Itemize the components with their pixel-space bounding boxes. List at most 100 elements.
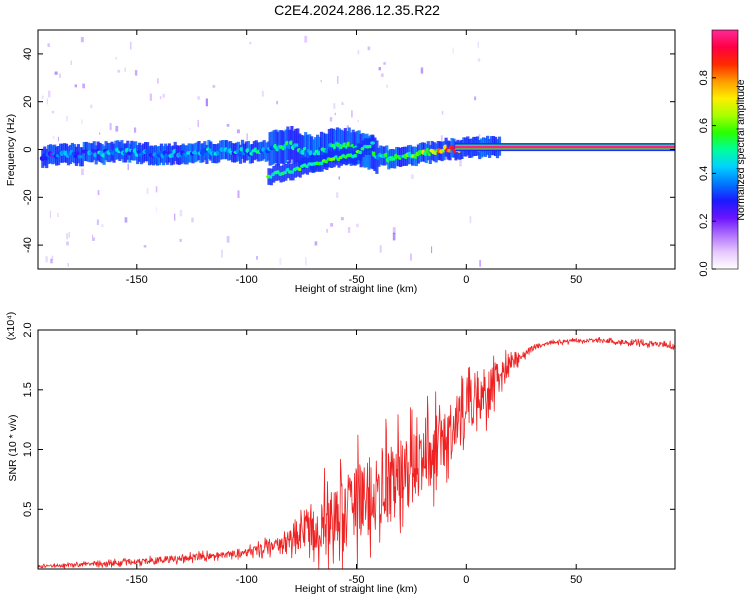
heatmap-speckle-cell [90,104,93,109]
heatmap-speckle-cell [276,100,278,105]
x-tick-label: -50 [349,274,365,286]
heatmap-speckle-cell [149,93,152,101]
heatmap-speckle-cell [117,69,121,73]
heatmap-speckle-cell [326,228,328,233]
heatmap-speckle-cell [143,245,147,248]
heatmap-speckle-cell [346,125,349,129]
heatmap-speckle-cell [197,96,200,100]
heatmap-speckle-cell [336,192,339,198]
heatmap-speckle-cell [57,136,59,142]
heatmap-speckle-cell [479,260,482,267]
heatmap-speckle-cell [127,163,129,170]
heatmap-speckle-cell [59,73,61,78]
heatmap-speckle-cell [392,232,396,241]
colorbar-tick-label: 0.6 [698,118,710,133]
heatmap-speckle-cell [237,190,240,198]
heatmap-speckle-cell [304,35,308,43]
heatmap-speckle-cell [256,256,258,260]
heatmap-speckle-cell [236,129,240,134]
heatmap-speckle-cell [52,135,55,140]
colorbar: 0.0 0.2 0.4 0.6 0.8 Normalized spectral ampl… [698,29,747,277]
heatmap-speckle-cell [57,212,59,217]
heatmap-speckle-cell [440,135,443,143]
heatmap-tone-core [455,145,675,149]
spectrogram-y-axis-label: Frequency (Hz) [5,114,17,186]
heatmap-speckle-cell [68,231,70,238]
heatmap-speckle-cell [420,67,424,74]
heatmap-speckle-cell [340,217,344,221]
heatmap-speckle-cell [379,245,382,253]
x-tick-label: -150 [126,574,148,586]
heatmap-speckle-cell [441,110,444,115]
colorbar-tick-label: 0.2 [698,214,710,229]
spectrogram-x-axis-label: Height of straight line (km) [295,283,418,295]
heatmap-speckle-cell [367,46,371,51]
x-tick-label: -100 [236,574,258,586]
y-tick-label: 0 [22,146,34,152]
colorbar-tick-label: 0.0 [698,261,710,276]
heatmap-speckle-cell [305,257,307,266]
heatmap-speckle-cell [82,83,85,89]
heatmap-speckle-cell [221,249,223,258]
heatmap-speckle-cell [70,60,72,65]
snr-x-axis-label: Height of straight line (km) [295,583,418,595]
heatmap-speckle-cell [48,90,51,98]
heatmap-speckle-cell [329,117,333,122]
heatmap-speckle-cell [51,110,54,114]
heatmap-speckle-cell [97,190,100,196]
heatmap-speckle-cell [101,224,104,228]
heatmap-speckle-cell [99,132,101,135]
heatmap-speckle-cell [191,217,194,223]
heatmap-speckle-cell [115,56,117,60]
heatmap-speckle-cell [383,62,386,65]
heatmap-speckle-cell [46,98,48,105]
heatmap-secondary-cell [370,141,375,145]
heatmap-speckle-cell [188,127,191,130]
heatmap-speckle-cell [45,256,48,263]
heatmap-speckle-cell [197,120,199,128]
heatmap-speckle-cell [351,110,353,118]
heatmap-speckle-cell [155,186,158,193]
heatmap-speckle-cell [334,112,336,116]
heatmap-speckle-cell [314,241,318,246]
y-tick-label: 0.5 [22,502,34,517]
heatmap-speckle-cell [330,223,334,227]
x-tick-label: 0 [463,274,469,286]
snr-x-ticks: -150 -100 -50 0 50 [126,330,582,586]
heatmap-speckle-cell [205,98,208,107]
heatmap-speckle-cell [410,174,414,179]
colorbar-tick-label: 0.8 [698,70,710,85]
heatmap-speckle-cell [96,219,99,225]
y-tick-label: 1.5 [22,382,34,397]
y-tick-label: -40 [22,237,34,253]
heatmap-speckle-cell [246,133,248,141]
x-tick-label: -150 [126,274,148,286]
heatmap-speckle-cell [66,241,69,246]
heatmap-speckle-cell [41,95,44,99]
heatmap-speckle-cell [81,119,83,124]
heatmap-speckle-cell [378,67,381,71]
heatmap-speckle-cell [66,115,68,122]
heatmap-cells [39,126,675,186]
spectrogram-panel: -150 -100 -50 0 50 40 20 0 -20 -40 Height of str… [5,29,676,295]
heatmap-speckle-cell [392,227,396,234]
heatmap-speckle-cell [67,263,69,267]
heatmap-speckle-cell [477,41,479,49]
heatmap-speckle-cell [459,160,462,167]
y-tick-label: 2.0 [22,322,34,337]
heatmap-speckle-cell [133,127,137,133]
x-tick-label: -50 [349,574,365,586]
heatmap-speckle-cell [124,67,126,72]
heatmap-speckle-cell [337,75,339,84]
heatmap-speckle-cell [386,84,388,88]
snr-y-multiplier: (x10⁴) [5,312,17,340]
heatmap-speckle-cell [452,47,454,54]
heatmap-speckle-cell [155,207,158,213]
heatmap-speckle-cell [474,96,477,101]
heatmap-speckle-cell [179,238,182,242]
heatmap-speckle-cell [124,217,128,223]
heatmap-speckle-cell [477,58,481,62]
heatmap-speckle-cell [74,84,77,88]
heatmap-speckle-cell [81,168,84,175]
